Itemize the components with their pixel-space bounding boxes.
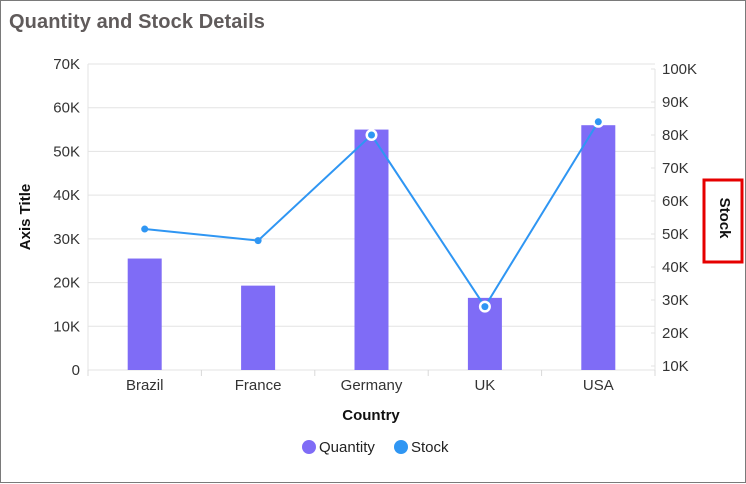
left-tick-label: 30K (53, 231, 80, 248)
highlight-box (702, 178, 744, 264)
right-tick-label: 50K (662, 226, 689, 243)
bar-germany[interactable] (354, 129, 389, 370)
x-tick-label: UK (474, 377, 495, 394)
right-tick-label: 20K (662, 325, 689, 342)
bar-brazil[interactable] (127, 258, 162, 370)
left-tick-label: 70K (53, 56, 80, 73)
x-tick-label: Germany (341, 377, 403, 394)
right-tick-label: 60K (662, 193, 689, 210)
right-tick-label: 70K (662, 160, 689, 177)
stock-legend-marker-icon (394, 440, 408, 454)
legend-item-quantity[interactable]: Quantity (302, 439, 375, 456)
right-axis-title: Stock (716, 198, 733, 240)
legend-label-stock: Stock (411, 439, 449, 456)
bar-usa[interactable] (581, 125, 616, 370)
x-axis-title: Country (342, 407, 400, 424)
quantity-series (127, 125, 616, 370)
right-tick-label: 30K (662, 292, 689, 309)
stock-point-uk[interactable] (481, 303, 489, 311)
stock-point-brazil[interactable] (141, 225, 149, 233)
left-tick-label: 20K (53, 275, 80, 292)
left-tick-label: 10K (53, 318, 80, 335)
legend: Quantity Stock (302, 439, 449, 456)
x-tick-label: USA (583, 377, 614, 394)
x-tick-label: France (235, 377, 282, 394)
left-tick-label: 40K (53, 187, 80, 204)
right-tick-label: 80K (662, 127, 689, 144)
x-tick-label: Brazil (126, 377, 164, 394)
x-axis: Brazil France Germany UK USA (87, 370, 656, 394)
right-y-axis: 10K 20K 30K 40K 50K 60K 70K 80K 90K 100K (651, 61, 697, 375)
right-tick-label: 40K (662, 259, 689, 276)
right-tick-label: 10K (662, 358, 689, 375)
left-y-axis: 0 10K 20K 30K 40K 50K 60K 70K (53, 56, 89, 379)
stock-point-france[interactable] (254, 237, 262, 245)
right-tick-label: 100K (662, 61, 697, 78)
left-tick-label: 0 (72, 362, 80, 379)
legend-item-stock[interactable]: Stock (394, 439, 449, 456)
stock-series (141, 115, 605, 313)
chart-title: Quantity and Stock Details (9, 11, 265, 33)
quantity-legend-marker-icon (302, 440, 316, 454)
bar-france[interactable] (241, 285, 276, 370)
right-tick-label: 90K (662, 94, 689, 111)
legend-label-quantity: Quantity (319, 439, 375, 456)
stock-point-usa[interactable] (594, 118, 602, 126)
left-tick-label: 50K (53, 143, 80, 160)
left-tick-label: 60K (53, 100, 80, 117)
stock-point-germany[interactable] (368, 131, 375, 139)
left-axis-title: Axis Title (17, 184, 34, 250)
